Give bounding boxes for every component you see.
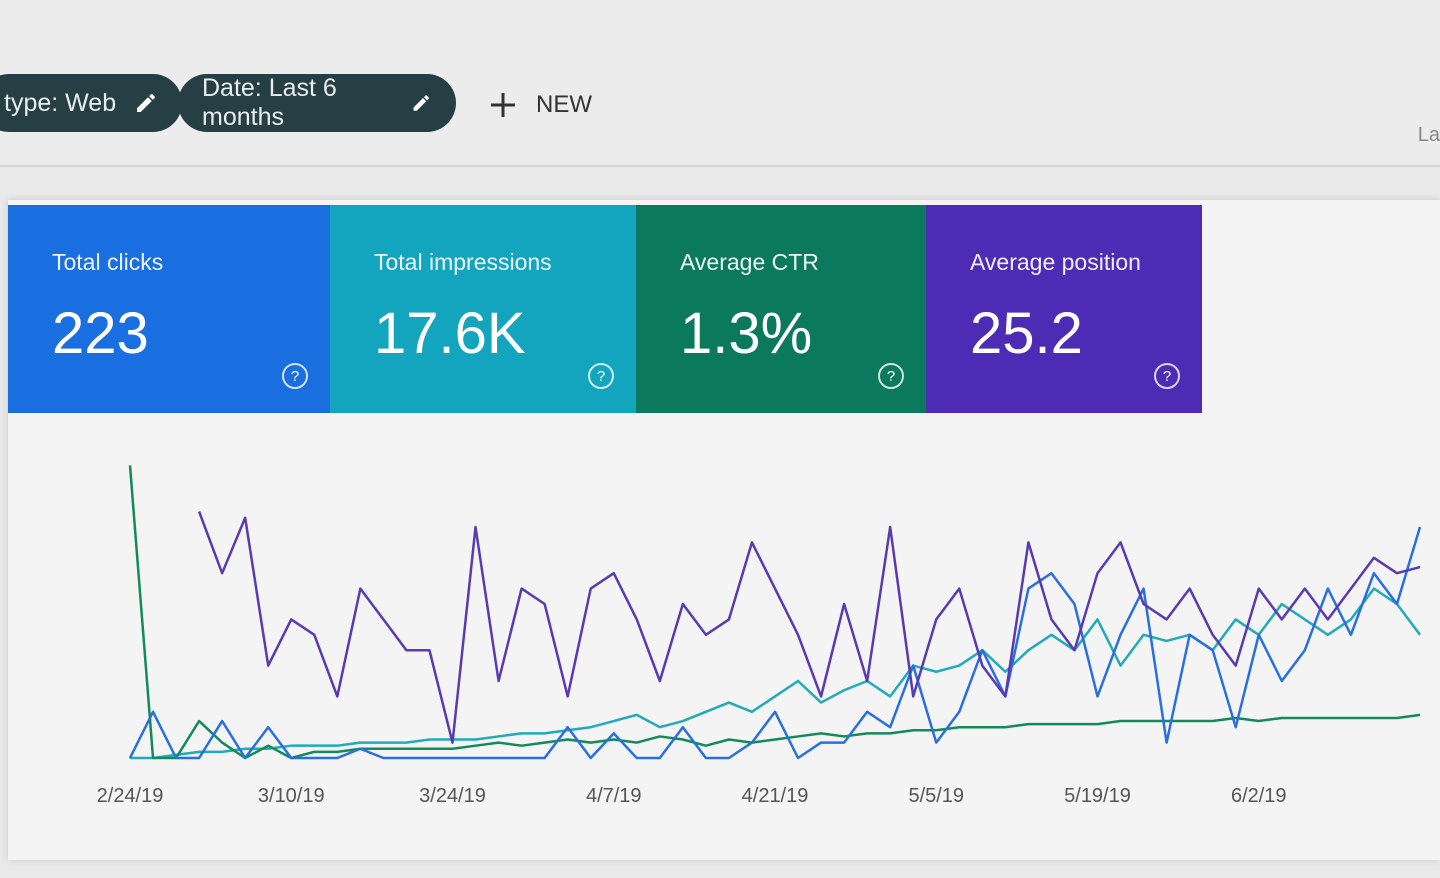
filter-label: Date: Last 6 months: [202, 74, 337, 131]
x-tick-label: 4/7/19: [585, 785, 642, 807]
filter-chip-search-type[interactable]: type: Web: [0, 74, 183, 132]
card-total-clicks[interactable]: Total clicks 223 ?: [8, 205, 330, 413]
card-label: Average CTR: [680, 249, 819, 275]
card-label: Average position: [970, 249, 1141, 275]
card-average-position[interactable]: Average position 25.2 ?: [926, 205, 1202, 413]
x-tick-label: 6/2/19: [1230, 785, 1287, 807]
truncated-text: La: [1417, 124, 1440, 146]
card-average-ctr[interactable]: Average CTR 1.3% ?: [636, 205, 926, 413]
card-value: 1.3%: [680, 301, 813, 366]
help-icon[interactable]: ?: [1154, 363, 1180, 389]
card-value: 17.6K: [374, 301, 526, 366]
help-icon[interactable]: ?: [588, 363, 614, 389]
metric-cards: Total clicks 223 ? Total impressions 17.…: [8, 205, 1202, 413]
card-label: Total impressions: [374, 249, 552, 275]
filter-bar: type: Web Date: Last 6 months NEW La: [0, 0, 1440, 167]
x-tick-label: 5/5/19: [908, 785, 965, 807]
x-tick-label: 5/19/19: [1064, 785, 1131, 807]
new-filter-button[interactable]: NEW: [488, 90, 592, 120]
help-icon[interactable]: ?: [282, 363, 308, 389]
card-total-impressions[interactable]: Total impressions 17.6K ?: [330, 205, 636, 413]
performance-chart: [128, 465, 1422, 760]
filter-chip-date[interactable]: Date: Last 6 months: [178, 74, 456, 132]
x-tick-label: 4/21/19: [741, 785, 809, 807]
help-icon[interactable]: ?: [878, 363, 904, 389]
card-value: 25.2: [970, 301, 1083, 366]
series-line-total-impressions: [130, 587, 1422, 760]
plus-icon: [491, 93, 515, 117]
card-label: Total clicks: [52, 249, 164, 275]
card-value: 223: [52, 301, 149, 366]
pencil-icon[interactable]: [411, 91, 432, 115]
x-tick-label: 3/24/19: [419, 785, 486, 807]
series-line-total-clicks: [128, 526, 1422, 760]
series-line-average-position: [197, 511, 1421, 744]
pencil-icon[interactable]: [134, 91, 158, 115]
series-line-average-ctr: [128, 465, 1421, 760]
filter-label: type: Web: [4, 88, 117, 117]
x-tick-label: 3/10/19: [257, 785, 325, 807]
new-label: NEW: [536, 91, 592, 118]
x-tick-label: 2/24/19: [96, 785, 164, 807]
